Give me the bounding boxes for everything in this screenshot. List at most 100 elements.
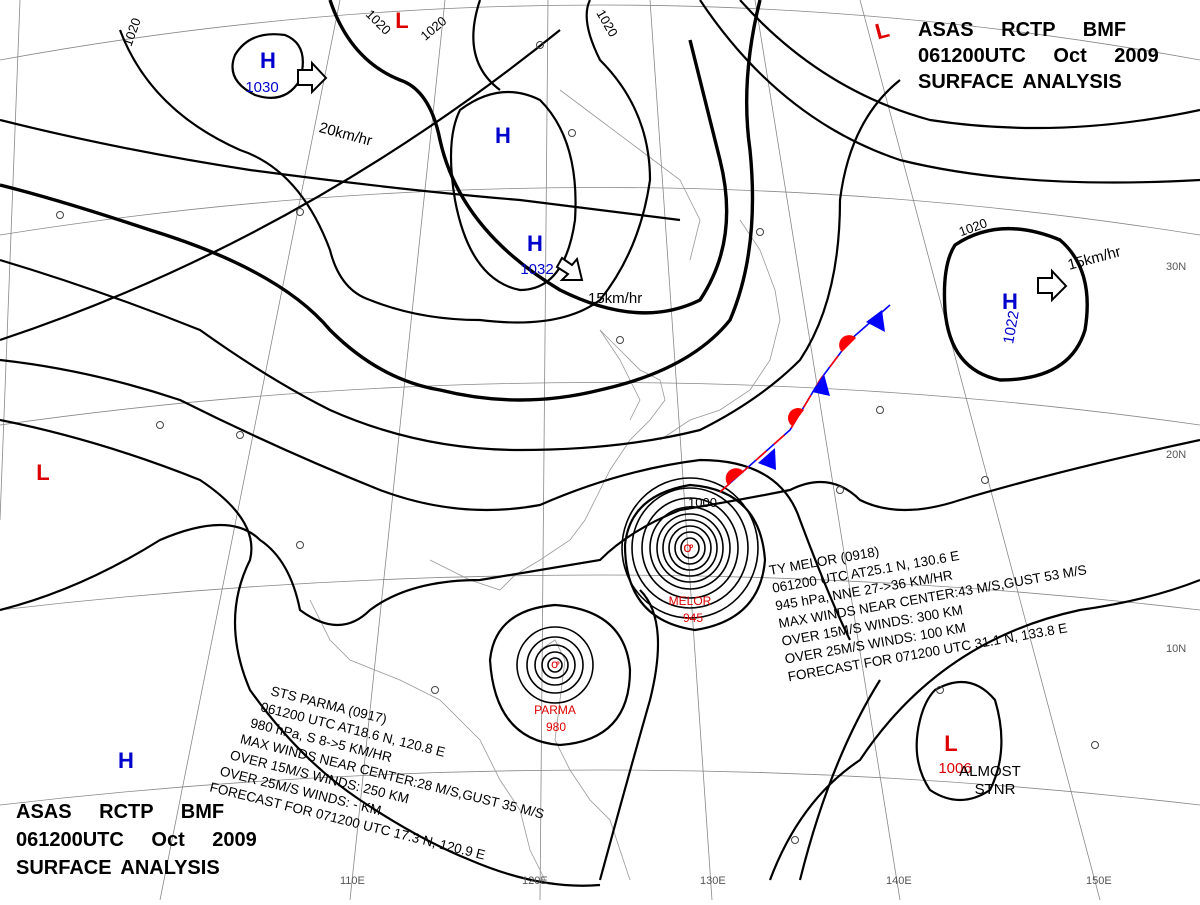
- isobar: [0, 79, 901, 452]
- front-triangle: [758, 448, 776, 470]
- lon-line: [649, 0, 713, 901]
- isobar: [0, 438, 1200, 627]
- isobar: [915, 680, 1003, 801]
- isobar: [118, 0, 652, 324]
- header-line: SURFACE ANALYSIS: [16, 857, 220, 879]
- header-line: ASAS RCTP BMF: [16, 801, 224, 823]
- grid-labels: 10N 20N 30N 110E 120E 130E 140E 150E: [340, 261, 1186, 887]
- ring: [641, 497, 739, 599]
- station: [981, 476, 989, 484]
- front-semicircle: [788, 408, 804, 426]
- isobar: [472, 0, 501, 91]
- coast: [659, 219, 781, 441]
- header-bottom: ASAS RCTP BMF 061200UTC Oct 2009 SURFACE…: [16, 801, 257, 879]
- typhoon-symbol: ꝍ: [683, 539, 693, 555]
- header-line: 061200UTC Oct 2009: [918, 45, 1159, 67]
- front-semicircle: [725, 468, 744, 485]
- coast: [309, 599, 546, 881]
- station: [568, 129, 576, 137]
- center-value: 1030: [245, 79, 278, 96]
- center-value: 1006: [938, 760, 971, 777]
- lat-line: [0, 187, 1200, 236]
- motion-label: 15km/hr: [588, 290, 642, 307]
- ring: [526, 636, 584, 694]
- station: [791, 836, 799, 844]
- station: [236, 431, 244, 439]
- station: [836, 486, 844, 494]
- isobar: [798, 679, 881, 881]
- isobar: [0, 118, 681, 222]
- center-value: 1032: [520, 261, 553, 278]
- isobar: [699, 0, 1200, 184]
- front-triangle: [866, 310, 885, 332]
- header-line: SURFACE ANALYSIS: [918, 71, 1122, 93]
- center-value: 1022: [1000, 309, 1023, 345]
- ring: [668, 525, 712, 571]
- center-letter: H: [527, 231, 543, 256]
- station: [936, 686, 944, 694]
- motion-arrows: [297, 60, 1068, 303]
- coast: [599, 329, 641, 421]
- lat-label: 30N: [1166, 261, 1186, 273]
- lat-label: 10N: [1166, 643, 1186, 655]
- isobar: [942, 226, 1089, 382]
- coast: [559, 89, 701, 261]
- center-letter: L: [395, 8, 408, 33]
- lat-line: [0, 769, 1200, 806]
- typhoon-name: PARMA: [534, 703, 576, 717]
- note: STNR: [975, 781, 1016, 798]
- station: [56, 211, 64, 219]
- lon-label: 140E: [886, 875, 912, 887]
- front: [719, 304, 891, 493]
- isobar: [0, 29, 561, 342]
- ring: [674, 531, 706, 565]
- ring: [649, 506, 731, 590]
- pressure-centers: H 1030 H H 1032 H 1022 L L L H L 1006: [36, 8, 1022, 777]
- ring: [488, 603, 632, 747]
- coast: [539, 639, 631, 881]
- typhoon-pressure: 945: [683, 611, 703, 625]
- center-letter: H: [495, 123, 511, 148]
- station: [1091, 741, 1099, 749]
- lon-line: [754, 0, 901, 901]
- front-line: [719, 339, 851, 493]
- isobar: [449, 90, 577, 292]
- typhoon-pressure: 980: [546, 720, 566, 734]
- lat-line: [0, 574, 1200, 611]
- center-letter: L: [36, 460, 49, 485]
- lat-label: 20N: [1166, 449, 1186, 461]
- lon-line: [859, 0, 1101, 901]
- ring: [656, 513, 724, 583]
- station: [616, 336, 624, 344]
- ring: [680, 537, 700, 559]
- ring: [631, 487, 749, 609]
- lon-line: [349, 0, 446, 901]
- station: [876, 406, 884, 414]
- station: [431, 686, 439, 694]
- isobar: [739, 0, 1200, 130]
- front-semicircle: [839, 335, 856, 352]
- lon-label: 110E: [340, 875, 365, 887]
- typhoon-symbol: ꝍ: [551, 657, 560, 671]
- station: [156, 421, 164, 429]
- ring: [516, 626, 594, 704]
- isobar: [768, 578, 1200, 881]
- lat-line: [0, 382, 1200, 426]
- isobar: [598, 589, 660, 881]
- typhoon-melor: [621, 477, 767, 632]
- lon-label: 150E: [1086, 875, 1112, 887]
- header-line: ASAS RCTP BMF: [918, 19, 1126, 41]
- lon-line: [159, 0, 341, 901]
- center-letter: H: [1002, 289, 1018, 314]
- motion-arrow: [1037, 268, 1068, 303]
- ring: [534, 644, 576, 686]
- lon-label: 130E: [700, 875, 726, 887]
- lon-line: [0, 0, 21, 521]
- stations: [56, 41, 1099, 844]
- isobar: [328, 0, 729, 315]
- center-letter: L: [872, 17, 891, 45]
- station: [756, 228, 764, 236]
- motion-arrow: [555, 256, 584, 281]
